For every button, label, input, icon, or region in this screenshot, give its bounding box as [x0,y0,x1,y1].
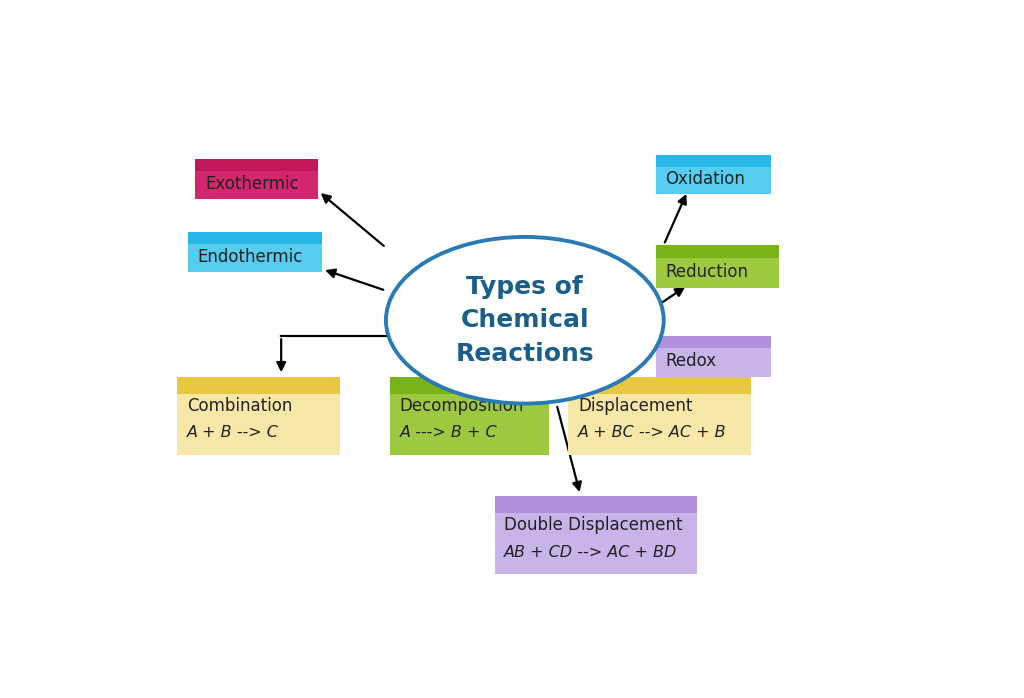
FancyBboxPatch shape [187,232,323,272]
FancyBboxPatch shape [655,245,779,258]
FancyBboxPatch shape [390,377,549,454]
Text: Oxidation: Oxidation [666,170,745,188]
FancyBboxPatch shape [177,377,340,394]
FancyBboxPatch shape [655,155,771,167]
FancyBboxPatch shape [568,377,751,454]
Text: Decomposition: Decomposition [399,396,524,415]
Text: Displacement: Displacement [578,396,692,415]
Text: AB + CD --> AC + BD: AB + CD --> AC + BD [504,544,678,560]
FancyBboxPatch shape [390,377,549,394]
Ellipse shape [386,237,664,403]
FancyBboxPatch shape [196,159,318,171]
FancyBboxPatch shape [495,496,697,574]
Text: A + B --> C: A + B --> C [186,425,279,440]
Text: Redox: Redox [666,352,717,371]
Text: A + BC --> AC + B: A + BC --> AC + B [578,425,727,440]
FancyBboxPatch shape [495,496,697,513]
FancyBboxPatch shape [187,232,323,244]
FancyBboxPatch shape [655,155,771,194]
Text: Exothermic: Exothermic [205,175,299,193]
Text: Endothermic: Endothermic [197,248,302,265]
Text: Types of
Chemical
Reactions: Types of Chemical Reactions [456,275,594,366]
FancyBboxPatch shape [568,377,751,394]
FancyBboxPatch shape [177,377,340,454]
FancyBboxPatch shape [655,336,771,348]
Text: Combination: Combination [186,396,292,415]
FancyBboxPatch shape [655,336,771,377]
Text: Reduction: Reduction [666,262,749,281]
Text: A ---> B + C: A ---> B + C [399,425,497,440]
FancyBboxPatch shape [655,245,779,288]
Text: Double Displacement: Double Displacement [504,516,683,534]
FancyBboxPatch shape [196,159,318,200]
